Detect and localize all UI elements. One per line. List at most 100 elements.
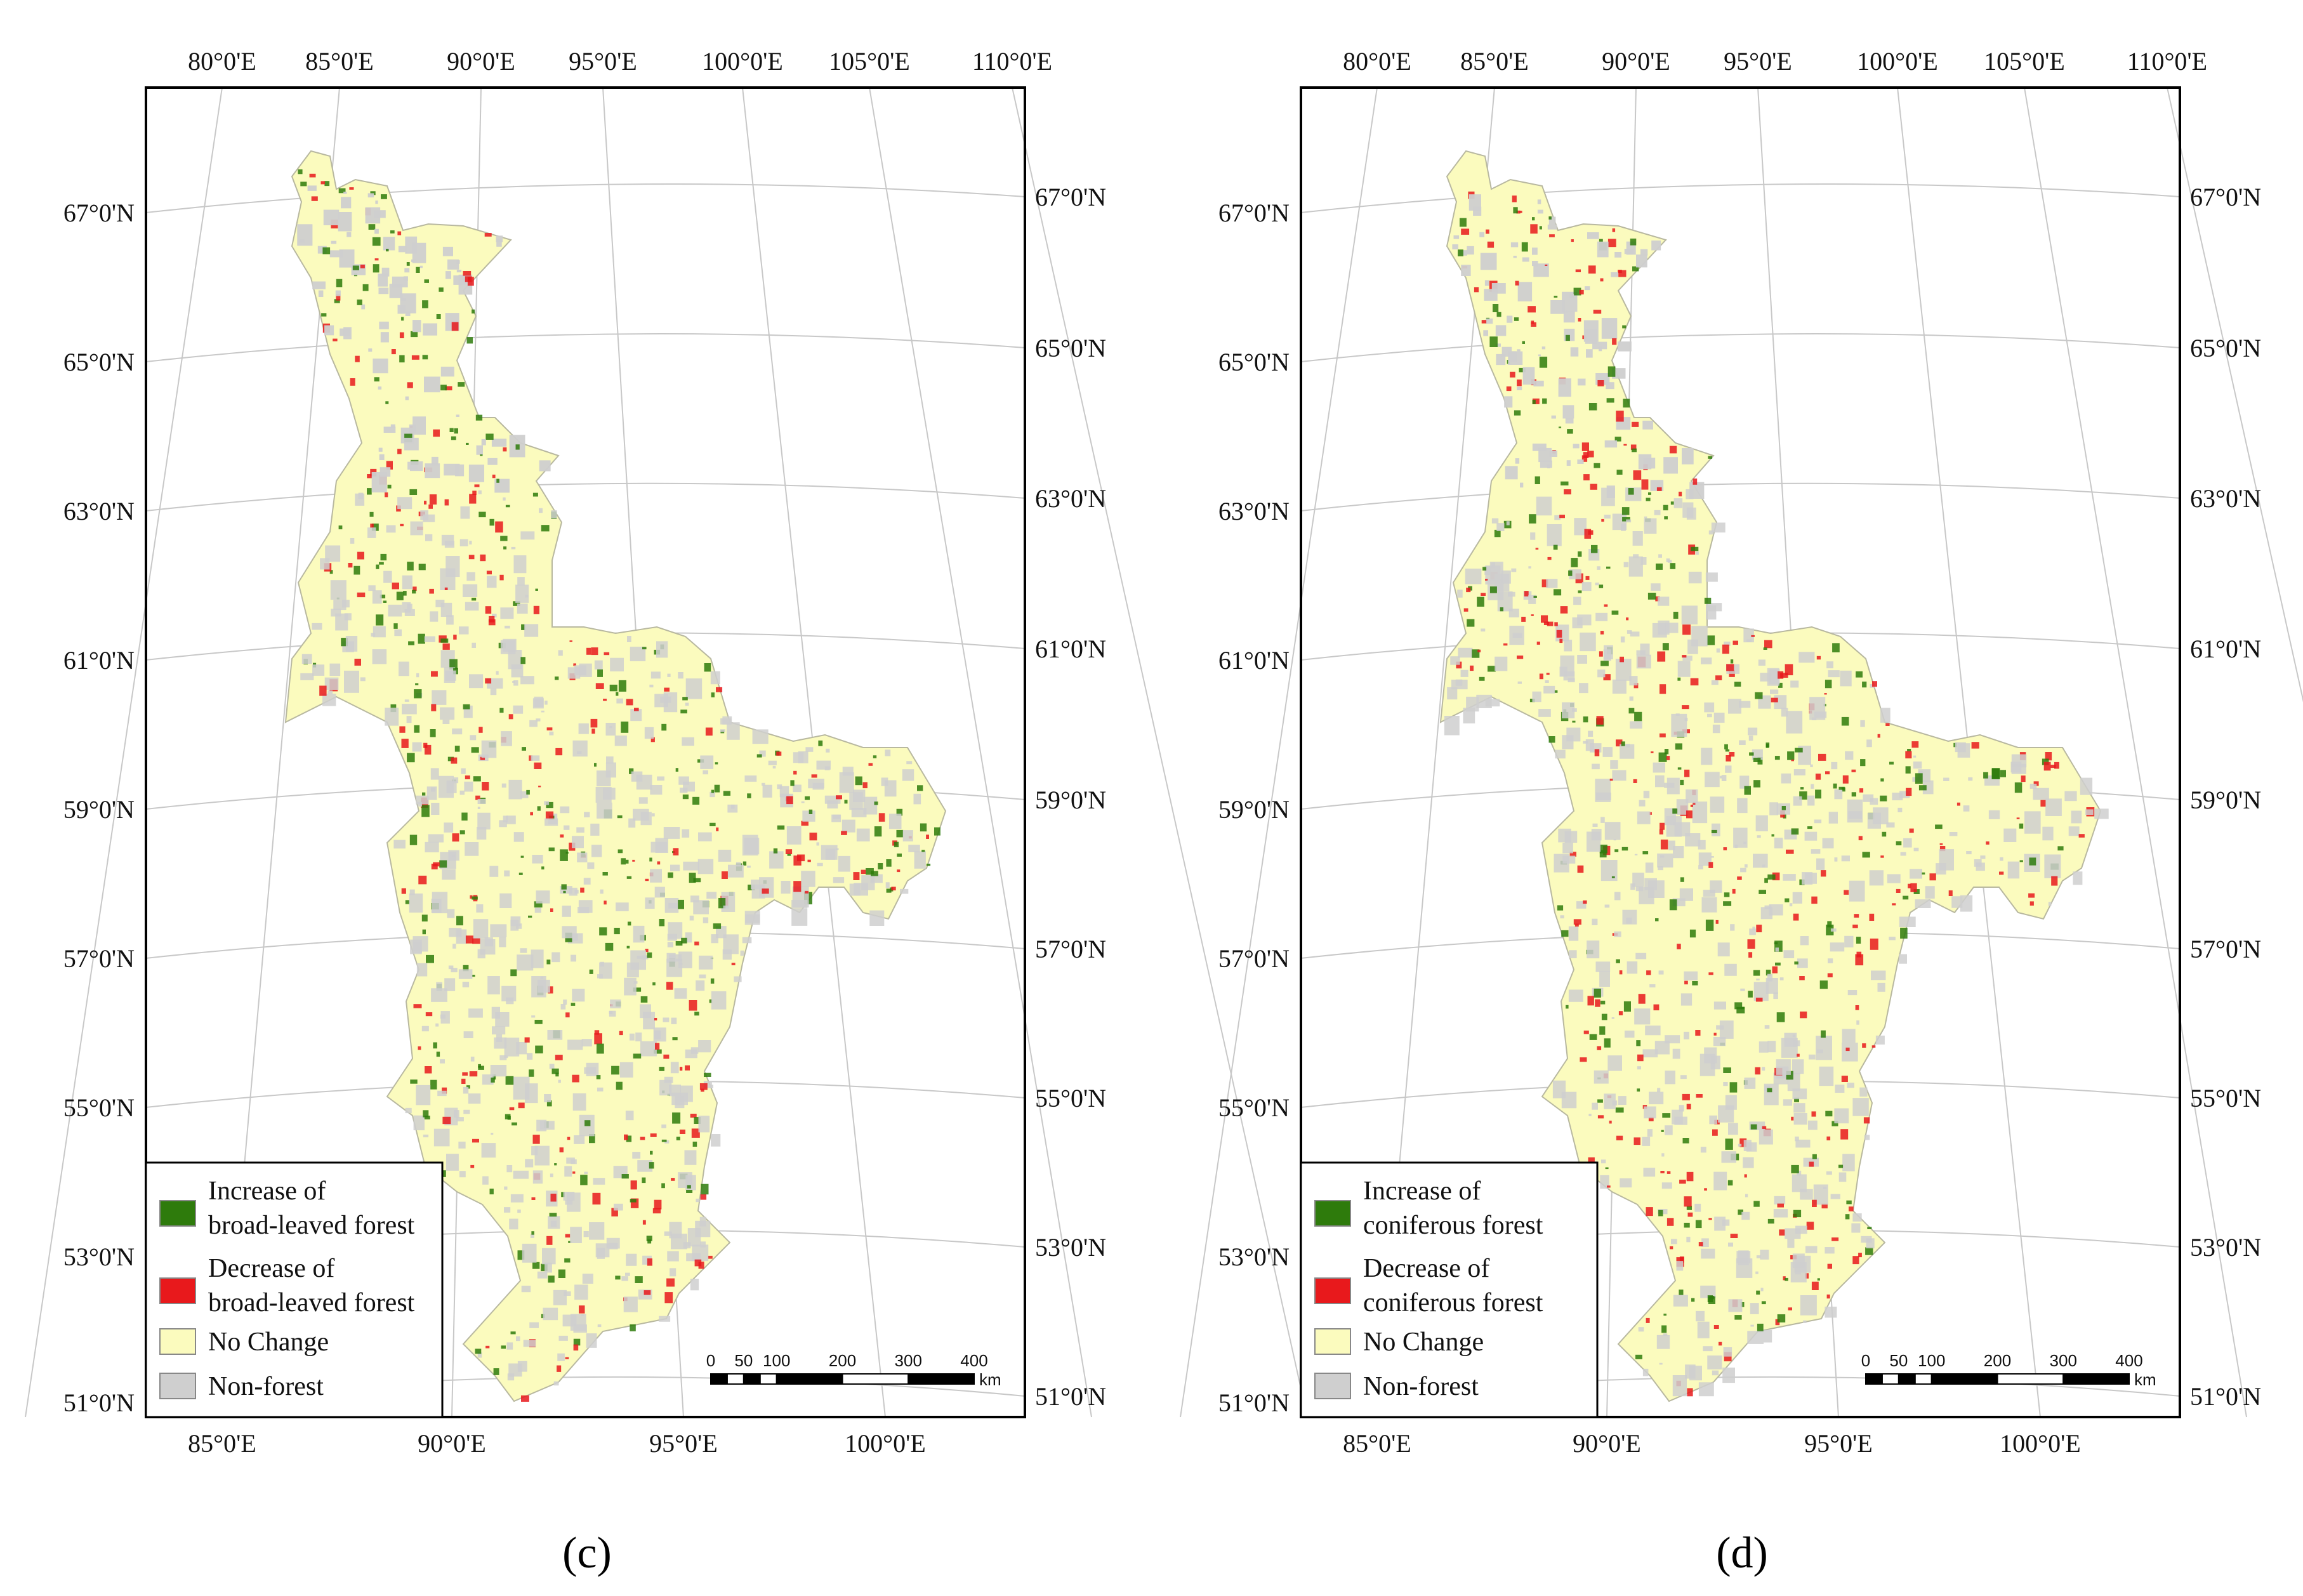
right-latitude-label: 57°0'N <box>2190 935 2261 963</box>
legend-swatch <box>1314 1200 1351 1227</box>
legend-swatch <box>159 1373 196 1399</box>
top-longitude-label: 80°0'E <box>1343 47 1411 76</box>
land-cover-pixels <box>1444 191 2109 1397</box>
right-latitude-label: 67°0'N <box>2190 183 2261 211</box>
scale-bar-segment <box>1897 1373 1916 1385</box>
left-latitude-label: 51°0'N <box>63 1388 135 1417</box>
scale-bar-segment <box>1881 1373 1899 1385</box>
right-latitude-label: 59°0'N <box>1035 786 1106 814</box>
parallel-line <box>145 333 1026 362</box>
legend-swatch <box>159 1200 196 1227</box>
left-latitude-label: 63°0'N <box>1218 497 1290 525</box>
right-latitude-label: 59°0'N <box>2190 786 2261 814</box>
bottom-longitude-label: 85°0'E <box>1343 1429 1411 1458</box>
right-latitude-label: 51°0'N <box>2190 1382 2261 1411</box>
left-latitude-label: 63°0'N <box>63 497 135 525</box>
left-latitude-label: 53°0'N <box>63 1243 135 1271</box>
graticule <box>1180 87 2303 1418</box>
scale-bar-tick-label: 100 <box>1918 1351 1945 1370</box>
left-latitude-label: 55°0'N <box>1218 1093 1290 1122</box>
scale-bar-segment <box>710 1373 728 1385</box>
map-frame <box>1300 86 2181 1418</box>
right-latitude-label: 65°0'N <box>1035 334 1106 362</box>
meridian-line <box>1012 87 1308 1418</box>
top-longitude-label: 110°0'E <box>2127 47 2207 76</box>
left-latitude-label: 65°0'N <box>63 348 135 376</box>
parallel-line <box>145 183 1026 213</box>
bottom-longitude-label: 100°0'E <box>2000 1429 2081 1458</box>
left-latitude-label: 51°0'N <box>1218 1388 1290 1417</box>
top-longitude-label: 85°0'E <box>1460 47 1529 76</box>
scale-bar-segment <box>1930 1373 1998 1385</box>
legend-label: Non-forest <box>208 1372 324 1401</box>
parallel-line <box>145 482 1026 511</box>
panel-caption: (d) <box>1716 1529 1768 1578</box>
right-latitude-label: 53°0'N <box>1035 1233 1106 1262</box>
top-longitude-label: 90°0'E <box>1602 47 1670 76</box>
legend-label-line2: coniferous forest <box>1363 1288 1543 1317</box>
parallel-line <box>1300 482 2181 511</box>
top-longitude-label: 105°0'E <box>829 47 910 76</box>
scale-bar-unit: km <box>979 1370 1001 1389</box>
legend-swatch <box>1314 1328 1351 1355</box>
legend-label-line2: coniferous forest <box>1363 1211 1543 1240</box>
left-latitude-label: 61°0'N <box>1218 646 1290 675</box>
top-longitude-label: 110°0'E <box>972 47 1052 76</box>
bottom-longitude-label: 85°0'E <box>188 1429 256 1458</box>
right-latitude-label: 53°0'N <box>2190 1233 2261 1262</box>
right-latitude-label: 63°0'N <box>2190 484 2261 513</box>
right-latitude-label: 55°0'N <box>1035 1084 1106 1112</box>
meridian-line <box>2167 87 2303 702</box>
left-latitude-label: 59°0'N <box>1218 795 1290 824</box>
legend-label: Increase of <box>1363 1177 1481 1206</box>
scale-bar-tick-label: 200 <box>829 1351 856 1370</box>
left-latitude-label: 65°0'N <box>1218 348 1290 376</box>
scale-bar-tick-label: 300 <box>895 1351 922 1370</box>
scale-bar-segment <box>759 1373 777 1385</box>
right-latitude-label: 55°0'N <box>2190 1084 2261 1112</box>
legend-label: Non-forest <box>1363 1372 1479 1401</box>
scale-bar-tick-label: 200 <box>1984 1351 2011 1370</box>
scale-bar-segment <box>742 1373 761 1385</box>
top-longitude-label: 100°0'E <box>1857 47 1938 76</box>
top-longitude-label: 105°0'E <box>1984 47 2065 76</box>
region-no-change <box>1439 150 2102 1402</box>
scale-bar-tick-label: 50 <box>1889 1351 1908 1370</box>
bottom-longitude-label: 95°0'E <box>1804 1429 1873 1458</box>
top-longitude-label: 95°0'E <box>569 47 637 76</box>
legend-label: Decrease of <box>208 1254 334 1283</box>
legend-label-line2: broad-leaved forest <box>208 1288 415 1317</box>
legend: Increase of coniferous forest Decrease of c… <box>1300 1161 1599 1418</box>
bottom-longitude-label: 95°0'E <box>649 1429 718 1458</box>
left-latitude-label: 53°0'N <box>1218 1243 1290 1271</box>
bottom-longitude-label: 100°0'E <box>845 1429 926 1458</box>
meridian-line <box>869 87 1092 1418</box>
meridian-line <box>1180 87 1378 1418</box>
scale-bar-tick-label: 0 <box>706 1351 715 1370</box>
map-frame <box>145 86 1026 1418</box>
parallel-line <box>1300 183 2181 213</box>
top-longitude-label: 100°0'E <box>702 47 783 76</box>
scale-bar-segment <box>1865 1373 1883 1385</box>
scale-bar-segment <box>907 1373 975 1385</box>
scale-bar-tick-label: 100 <box>763 1351 790 1370</box>
right-latitude-label: 67°0'N <box>1035 183 1106 211</box>
scale-bar-tick-label: 50 <box>734 1351 753 1370</box>
top-longitude-label: 90°0'E <box>447 47 515 76</box>
scale-bar-segment <box>1996 1373 2064 1385</box>
scale-bar-tick-label: 300 <box>2050 1351 2077 1370</box>
right-latitude-label: 65°0'N <box>2190 334 2261 362</box>
meridian-line <box>25 87 223 1418</box>
scale-bar-segment <box>2062 1373 2130 1385</box>
legend-label: Decrease of <box>1363 1254 1489 1283</box>
panel-caption: (c) <box>562 1529 612 1578</box>
top-longitude-label: 80°0'E <box>188 47 256 76</box>
left-latitude-label: 61°0'N <box>63 646 135 675</box>
scale-bar-segment <box>841 1373 909 1385</box>
right-latitude-label: 63°0'N <box>1035 484 1106 513</box>
study-region <box>1439 150 2109 1402</box>
right-latitude-label: 57°0'N <box>1035 935 1106 963</box>
legend-swatch <box>159 1328 196 1355</box>
